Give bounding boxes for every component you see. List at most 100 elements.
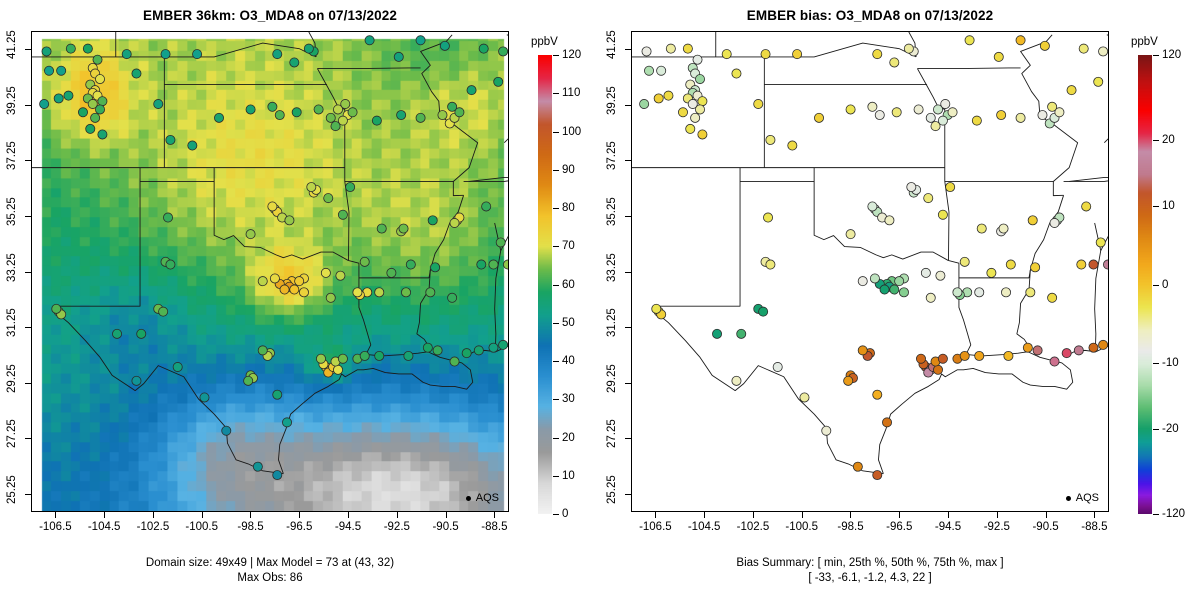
aqs-site-marker[interactable] — [678, 107, 688, 118]
aqs-site-marker[interactable] — [136, 328, 147, 339]
aqs-site-marker[interactable] — [243, 375, 254, 386]
aqs-site-marker[interactable] — [763, 212, 774, 223]
aqs-site-marker[interactable] — [53, 93, 64, 104]
aqs-site-marker[interactable] — [1095, 237, 1106, 248]
aqs-site-marker[interactable] — [187, 140, 198, 151]
aqs-site-marker[interactable] — [82, 43, 93, 54]
aqs-site-marker[interactable] — [1049, 356, 1060, 367]
aqs-site-marker[interactable] — [267, 201, 278, 212]
aqs-site-marker[interactable] — [874, 110, 885, 121]
aqs-site-marker[interactable] — [976, 223, 987, 234]
aqs-site-marker[interactable] — [1076, 259, 1087, 270]
aqs-site-marker[interactable] — [857, 276, 868, 287]
aqs-site-marker[interactable] — [374, 287, 385, 298]
aqs-site-marker[interactable] — [758, 306, 769, 317]
aqs-site-marker[interactable] — [274, 110, 285, 121]
aqs-site-marker[interactable] — [882, 417, 893, 428]
aqs-site-marker[interactable] — [872, 389, 883, 400]
aqs-site-marker[interactable] — [945, 182, 956, 193]
aqs-site-marker[interactable] — [1098, 46, 1108, 57]
aqs-site-marker[interactable] — [889, 284, 900, 295]
aqs-site-marker[interactable] — [867, 201, 878, 212]
aqs-site-marker[interactable] — [121, 49, 132, 60]
aqs-site-marker[interactable] — [298, 287, 309, 298]
aqs-site-marker[interactable] — [313, 104, 324, 115]
aqs-site-marker[interactable] — [488, 342, 499, 353]
aqs-site-marker[interactable] — [697, 129, 708, 140]
aqs-site-marker[interactable] — [386, 267, 397, 278]
aqs-site-marker[interactable] — [867, 101, 878, 112]
aqs-site-marker[interactable] — [503, 259, 508, 270]
aqs-site-marker[interactable] — [641, 46, 652, 57]
aqs-site-marker[interactable] — [393, 51, 404, 62]
aqs-site-marker[interactable] — [221, 425, 232, 436]
aqs-site-marker[interactable] — [316, 353, 326, 364]
aqs-site-marker[interactable] — [245, 229, 256, 240]
aqs-site-marker[interactable] — [857, 345, 868, 356]
aqs-site-marker[interactable] — [131, 68, 142, 79]
aqs-site-marker[interactable] — [792, 49, 803, 60]
aqs-site-marker[interactable] — [687, 99, 698, 109]
aqs-site-marker[interactable] — [325, 112, 336, 123]
aqs-site-marker[interactable] — [736, 328, 747, 339]
aqs-monitor-points-bias[interactable] — [632, 32, 1108, 511]
aqs-site-marker[interactable] — [1003, 350, 1014, 361]
aqs-site-marker[interactable] — [272, 49, 283, 60]
aqs-site-marker[interactable] — [1030, 262, 1041, 273]
aqs-site-marker[interactable] — [644, 65, 655, 76]
aqs-site-marker[interactable] — [852, 461, 863, 472]
aqs-site-marker[interactable] — [112, 328, 123, 339]
aqs-site-marker[interactable] — [1088, 259, 1099, 270]
aqs-site-marker[interactable] — [323, 193, 334, 204]
map-plot-model[interactable]: AQS — [31, 31, 509, 512]
aqs-site-marker[interactable] — [447, 292, 458, 303]
aqs-site-marker[interactable] — [940, 99, 951, 109]
aqs-site-marker[interactable] — [894, 276, 905, 287]
aqs-site-marker[interactable] — [1039, 40, 1050, 51]
aqs-site-marker[interactable] — [663, 90, 674, 101]
aqs-site-marker[interactable] — [337, 353, 348, 364]
aqs-site-marker[interactable] — [845, 229, 856, 240]
aqs-site-marker[interactable] — [731, 68, 742, 79]
aqs-site-marker[interactable] — [199, 392, 210, 403]
aqs-site-marker[interactable] — [1081, 201, 1092, 212]
aqs-site-marker[interactable] — [721, 49, 732, 60]
aqs-site-marker[interactable] — [665, 43, 676, 54]
aqs-site-marker[interactable] — [415, 112, 426, 123]
aqs-site-marker[interactable] — [364, 35, 375, 46]
aqs-site-marker[interactable] — [937, 353, 948, 364]
aqs-site-marker[interactable] — [695, 104, 705, 115]
aqs-site-marker[interactable] — [923, 193, 934, 204]
aqs-site-marker[interactable] — [44, 65, 55, 76]
aqs-site-marker[interactable] — [872, 470, 883, 481]
aqs-site-marker[interactable] — [799, 392, 810, 403]
aqs-site-marker[interactable] — [1061, 348, 1072, 359]
aqs-site-marker[interactable] — [903, 43, 914, 54]
aqs-site-marker[interactable] — [1093, 76, 1104, 87]
aqs-site-marker[interactable] — [1015, 112, 1026, 123]
aqs-site-marker[interactable] — [913, 104, 924, 115]
aqs-site-marker[interactable] — [165, 134, 176, 145]
aqs-site-marker[interactable] — [481, 201, 492, 212]
aqs-site-marker[interactable] — [1073, 345, 1084, 356]
aqs-site-marker[interactable] — [415, 35, 426, 46]
aqs-site-marker[interactable] — [466, 85, 477, 96]
aqs-site-marker[interactable] — [925, 112, 936, 123]
aqs-site-marker[interactable] — [449, 218, 460, 228]
aqs-site-marker[interactable] — [294, 276, 305, 287]
aqs-site-marker[interactable] — [682, 43, 693, 54]
aqs-site-marker[interactable] — [337, 209, 348, 220]
aqs-site-marker[interactable] — [937, 209, 948, 220]
aqs-site-marker[interactable] — [65, 43, 76, 54]
aqs-site-marker[interactable] — [937, 115, 948, 126]
aqs-site-marker[interactable] — [959, 350, 970, 361]
aqs-site-marker[interactable] — [405, 259, 416, 270]
aqs-site-marker[interactable] — [352, 287, 363, 298]
aqs-site-marker[interactable] — [906, 182, 917, 193]
aqs-site-marker[interactable] — [51, 303, 62, 314]
aqs-site-marker[interactable] — [1015, 35, 1026, 46]
aqs-site-marker[interactable] — [692, 54, 703, 65]
aqs-site-marker[interactable] — [252, 461, 263, 472]
aqs-site-marker[interactable] — [282, 417, 293, 428]
aqs-site-marker[interactable] — [56, 65, 67, 76]
